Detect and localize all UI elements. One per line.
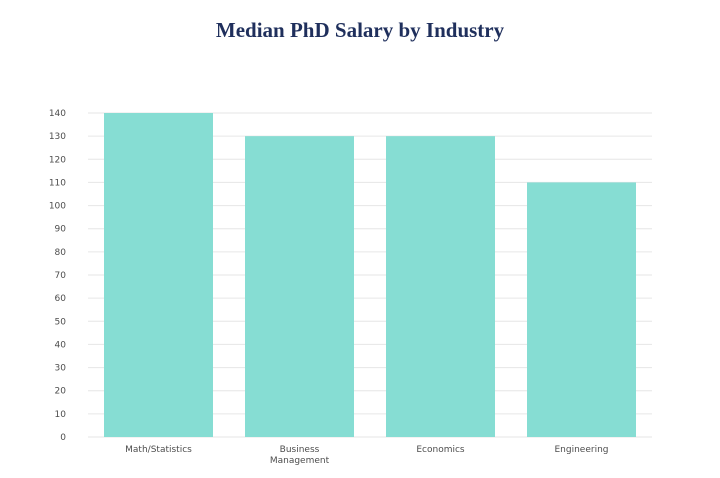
chart-title: Median PhD Salary by Industry bbox=[215, 18, 505, 42]
y-tick-label: 120 bbox=[49, 155, 66, 165]
y-tick-label: 20 bbox=[55, 387, 67, 397]
x-category-label: Math/Statistics bbox=[125, 445, 192, 455]
bar bbox=[245, 136, 354, 437]
x-category-label: Business Management bbox=[270, 445, 330, 466]
x-category-label: Engineering bbox=[555, 445, 609, 455]
y-tick-label: 80 bbox=[55, 248, 67, 258]
x-category-label-line: Economics bbox=[416, 445, 465, 455]
x-category-label-line: Business bbox=[280, 445, 320, 455]
y-tick-label: 10 bbox=[55, 410, 67, 420]
y-axis-tick-labels: 0 10 20 30 40 50 60 70 80 90 100 110 120 130 140 bbox=[49, 109, 66, 443]
y-tick-label: 100 bbox=[49, 202, 66, 212]
y-tick-label: 60 bbox=[55, 294, 67, 304]
bar bbox=[104, 113, 213, 437]
y-tick-label: 70 bbox=[55, 271, 67, 281]
bar bbox=[386, 136, 495, 437]
y-tick-label: 0 bbox=[60, 433, 66, 443]
x-category-label-line: Math/Statistics bbox=[125, 445, 192, 455]
y-tick-label: 50 bbox=[55, 317, 67, 327]
y-tick-label: 30 bbox=[55, 364, 67, 374]
y-tick-label: 40 bbox=[55, 340, 67, 350]
x-category-label-line: Engineering bbox=[555, 445, 609, 455]
y-tick-label: 90 bbox=[55, 225, 67, 235]
y-tick-label: 140 bbox=[49, 109, 66, 119]
y-tick-label: 130 bbox=[49, 132, 66, 142]
y-tick-label: 110 bbox=[49, 178, 66, 188]
x-category-label-line: Management bbox=[270, 456, 330, 466]
bars bbox=[104, 113, 636, 437]
bar bbox=[527, 182, 636, 437]
x-axis-category-labels: Math/Statistics Business Management Economi… bbox=[125, 445, 608, 466]
x-category-label: Economics bbox=[416, 445, 465, 455]
